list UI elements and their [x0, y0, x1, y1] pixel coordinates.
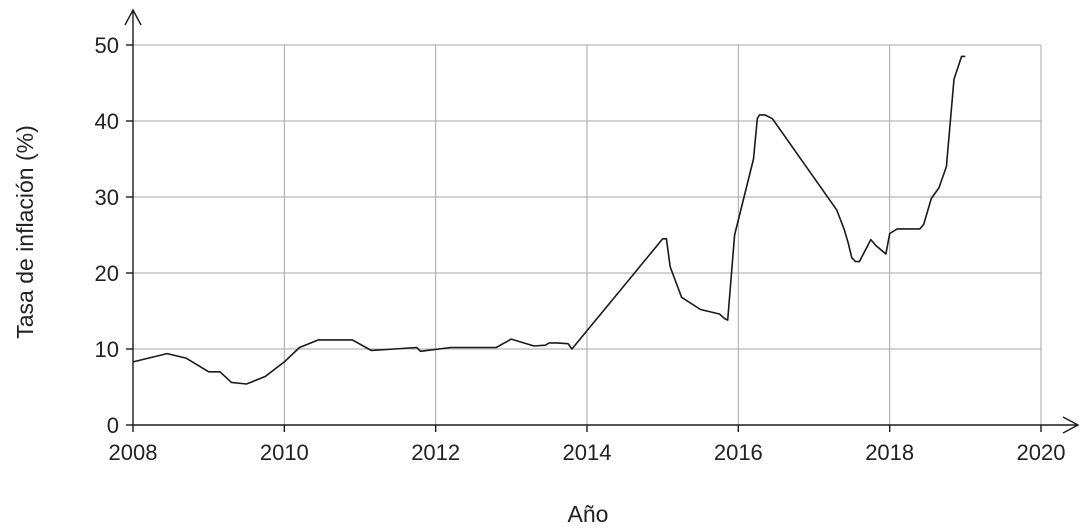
y-tick-label-30: 30 — [95, 185, 119, 210]
tick-marks — [126, 44, 1042, 432]
x-axis-title: Año — [568, 501, 609, 527]
series-line-0 — [132, 55, 966, 385]
x-tick-label-2020: 2020 — [1017, 440, 1066, 465]
x-tick-labels: 2008 2010 2012 2014 2016 2018 2020 — [109, 440, 1066, 465]
y-tick-label-0: 0 — [107, 413, 119, 438]
x-tick-label-2012: 2012 — [411, 440, 460, 465]
x-tick-label-2008: 2008 — [109, 440, 158, 465]
series — [132, 55, 966, 385]
y-tick-label-10: 10 — [95, 337, 119, 362]
grid — [133, 44, 1042, 425]
y-axis-arrow — [124, 8, 142, 26]
axes — [124, 8, 1080, 434]
x-tick-label-2018: 2018 — [865, 440, 914, 465]
y-tick-label-40: 40 — [95, 109, 119, 134]
y-axis-title: Tasa de inflación (%) — [12, 125, 38, 339]
y-tick-labels: 0 10 20 30 40 50 — [95, 33, 119, 438]
x-axis-arrow — [1062, 416, 1080, 434]
x-tick-label-2016: 2016 — [714, 440, 763, 465]
y-tick-label-20: 20 — [95, 261, 119, 286]
y-tick-label-50: 50 — [95, 33, 119, 58]
x-tick-label-2010: 2010 — [260, 440, 309, 465]
x-tick-label-2014: 2014 — [563, 440, 612, 465]
